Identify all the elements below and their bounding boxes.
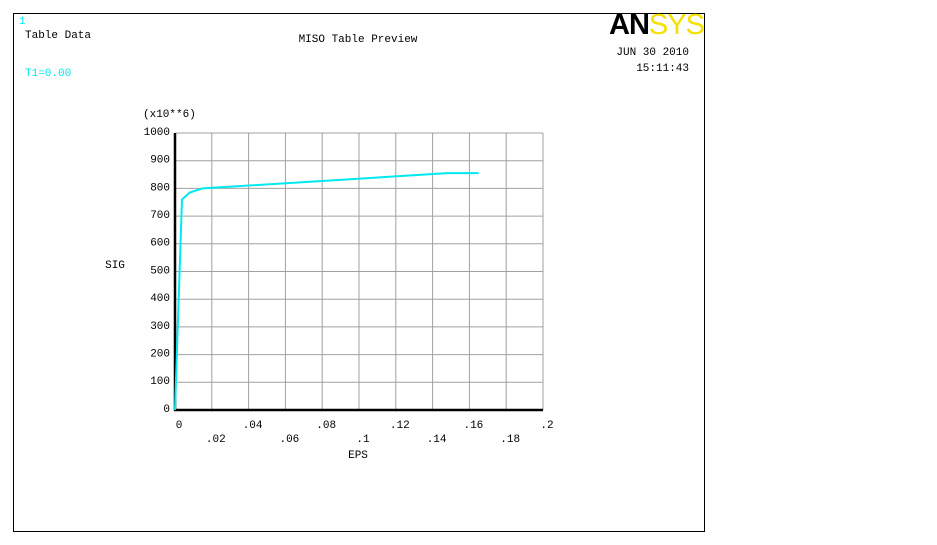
chart-title: MISO Table Preview — [299, 34, 418, 46]
y-tick-label: 1000 — [144, 127, 170, 139]
y-multiplier: (x10**6) — [143, 109, 196, 121]
subtitle: Table Data — [25, 30, 91, 42]
y-axis-label: SIG — [105, 260, 125, 272]
x-tick-label: .08 — [316, 420, 336, 432]
y-tick-label: 900 — [150, 155, 170, 167]
logo: ANSYS — [609, 9, 705, 41]
y-tick-label: 300 — [150, 321, 170, 333]
x-tick-label: .06 — [279, 434, 299, 446]
x-axis-label: EPS — [348, 450, 368, 462]
logo-part: AN — [609, 9, 649, 41]
x-tick-label: .02 — [206, 434, 226, 446]
frame — [13, 13, 705, 532]
x-tick-label: .16 — [463, 420, 483, 432]
y-tick-label: 800 — [150, 182, 170, 194]
y-tick-label: 0 — [163, 404, 170, 416]
temperature-label: T1=0.00 — [25, 68, 71, 80]
y-tick-label: 700 — [150, 210, 170, 222]
y-tick-label: 200 — [150, 349, 170, 361]
date: JUN 30 2010 — [616, 47, 689, 59]
window-number: 1 — [19, 16, 26, 28]
x-tick-label: .18 — [500, 434, 520, 446]
x-tick-label: .2 — [540, 420, 553, 432]
y-tick-label: 400 — [150, 293, 170, 305]
y-tick-label: 600 — [150, 238, 170, 250]
x-tick-label: .1 — [356, 434, 370, 446]
x-tick-label: .12 — [390, 420, 410, 432]
logo-part: SYS — [649, 9, 705, 41]
y-tick-label: 100 — [150, 376, 170, 388]
data-line — [174, 172, 479, 411]
x-tick-label: .14 — [427, 434, 447, 446]
x-tick-label: .04 — [243, 420, 263, 432]
y-tick-label: 500 — [150, 265, 170, 277]
time: 15:11:43 — [636, 63, 689, 75]
x-tick-label: 0 — [176, 420, 183, 432]
